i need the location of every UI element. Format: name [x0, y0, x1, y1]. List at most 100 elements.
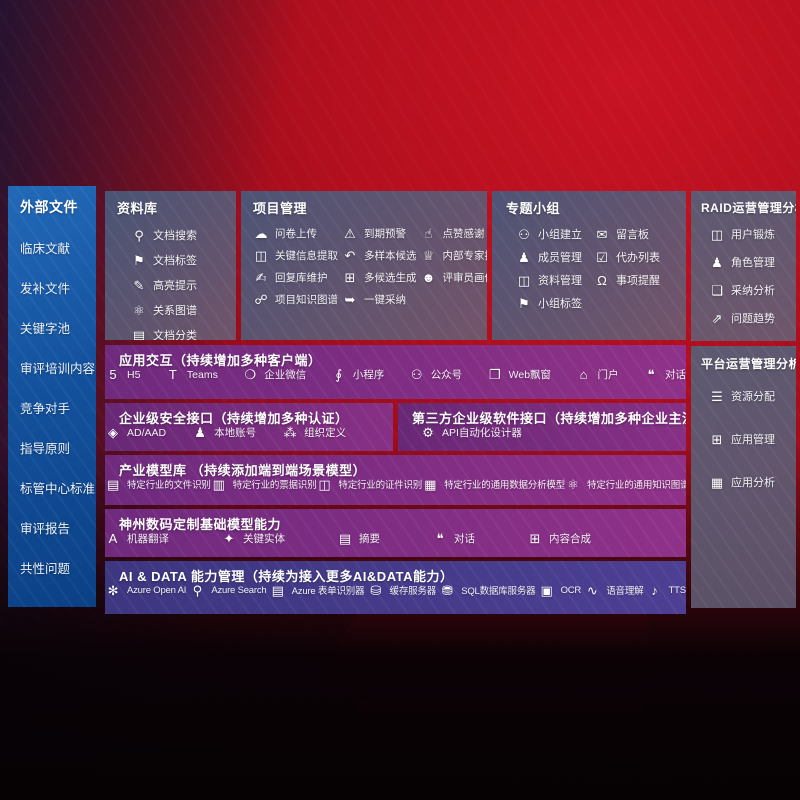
industry-model-library-row: 产业模型库 （持续添加端到端场景模型） ▤ 特定行业的文件识别 ▥ 特定行业的票…: [105, 455, 686, 505]
item-ocr: ▣ OCR: [539, 584, 582, 597]
content-synthesis-label: 内容合成: [549, 533, 591, 545]
project-management-list: ☁ 问卷上传 ◫ 关键信息提取 ✍ 回复库维护 ☍ 项目知识图谱 ⚠ 到期预警 …: [253, 226, 487, 307]
group-tag-icon: ⚑: [518, 295, 530, 311]
group-creation-icon: ⚇: [518, 226, 530, 242]
industry-receipt-recognition-icon: ▥: [212, 476, 225, 492]
key-entity-icon: ✦: [223, 531, 235, 546]
industry-model-library-list: ▤ 特定行业的文件识别 ▥ 特定行业的票据识别 ◫ 特定行业的证件识别 ▦ 特定…: [105, 476, 686, 492]
azure-openai-label: Azure Open AI: [127, 584, 187, 596]
content-synthesis-icon: ⊞: [529, 531, 541, 546]
item-reminder-label: 事项提醒: [616, 275, 660, 287]
external-file: 标管中心标准: [20, 482, 96, 496]
member-management-label: 成员管理: [538, 252, 582, 264]
security-interface-list: ◈ AD/AAD ♟ 本地账号 ⁂ 组织定义: [105, 425, 393, 440]
security-interface-title: 企业级安全接口（持续增加多种认证）: [119, 411, 349, 426]
item-resource-allocation: ☰ 资源分配: [709, 388, 786, 404]
item-material-management: ◫ 资料管理: [516, 272, 594, 288]
item-doc-tag: ⚑ 文档标签: [131, 252, 224, 268]
item-azure-openai: ✻ Azure Open AI: [105, 584, 187, 597]
app-analysis-label: 应用分析: [731, 477, 775, 489]
app-management-label: 应用管理: [731, 434, 775, 446]
item-group-tag: ⚑ 小组标签: [516, 295, 594, 311]
doc-search-icon: ⚲: [134, 227, 144, 243]
member-management-icon: ♟: [518, 249, 530, 265]
sql-database-server-label: SQL数据库服务器: [461, 586, 536, 597]
cache-server-label: 缓存服务器: [389, 586, 437, 597]
multi-candidate-generation-label: 多候选生成: [364, 272, 417, 284]
reviewer-portrait-icon: ☻: [421, 270, 436, 285]
sql-database-server-icon: ⛃: [441, 582, 453, 598]
item-portal: ⌂ 门户: [576, 367, 619, 382]
external-files-panel: 外部文件 临床文献 发补文件 关键字池 审评培训内容 竞争对手 指导原则 标管中…: [8, 186, 96, 607]
summary-label: 摘要: [359, 533, 380, 545]
item-questionnaire-upload: ☁ 问卷上传: [253, 226, 338, 241]
repository-panel: 资料库 ⚲ 文档搜索 ⚑ 文档标签 ✎ 高亮提示 ⚛ 关系图谱 ▤ 文档分类: [105, 191, 236, 340]
third-party-interface-row: 第三方企业级软件接口（持续增加多种企业主流软件接口） ⚙ API自动化设计器: [398, 403, 686, 451]
resource-allocation-icon: ☰: [711, 388, 723, 404]
org-definition-icon: ⁂: [283, 425, 297, 440]
item-expiry-warning: ⚠ 到期预警: [342, 226, 417, 241]
item-api-auto-designer: ⚙ API自动化设计器: [420, 425, 522, 440]
like-thanks-label: 点赞感谢: [442, 228, 485, 240]
dialogue-label: 对话: [454, 533, 475, 545]
item-wecom: ❍ 企业微信: [242, 367, 306, 382]
external-file: 关键字池: [20, 322, 71, 336]
ocr-icon: ▣: [540, 582, 553, 598]
item-web-popup: ❐ Web飘窗: [487, 367, 551, 382]
item-member-management: ♟ 成员管理: [516, 249, 594, 265]
official-account-label: 公众号: [430, 369, 463, 381]
industry-file-recognition-label: 特定行业的文件识别: [127, 480, 211, 491]
third-party-interface-title: 第三方企业级软件接口（持续增加多种企业主流软件接口）: [412, 411, 686, 426]
item-sql-database-server: ⛃ SQL数据库服务器: [439, 582, 536, 598]
multi-sample-candidate-icon: ↶: [344, 248, 356, 263]
portal-icon: ⌂: [579, 367, 588, 382]
item-dialog: ❝ 对话: [643, 367, 686, 382]
item-speech-understanding: ∿ 语音理解: [584, 583, 644, 598]
ai-data-management-list: ✻ Azure Open AI ⚲ Azure Search ▤ Azure 表…: [105, 582, 686, 598]
speech-understanding-label: 语音理解: [606, 586, 644, 597]
industry-model-library-title: 产业模型库 （持续添加端到端场景模型）: [119, 463, 367, 478]
ad-aad-icon: ◈: [108, 425, 118, 440]
item-like-thanks: ☝ 点赞感谢: [421, 226, 488, 241]
multi-candidate-generation-icon: ⊞: [344, 270, 356, 285]
api-auto-designer-icon: ⚙: [422, 425, 434, 440]
expiry-warning-icon: ⚠: [344, 226, 356, 241]
message-board-label: 留言板: [616, 229, 649, 241]
platform-operations-title: 平台运营管理分析: [701, 357, 796, 371]
teams-label: Teams: [186, 368, 218, 381]
item-one-click-adoption: ➥ 一键采纳: [342, 292, 417, 307]
summary-icon: ▤: [338, 531, 352, 546]
raid-operations-title: RAID运营管理分析: [701, 201, 796, 215]
reviewer-portrait-label: 评审员画像: [442, 272, 488, 284]
item-role-management: ♟ 角色管理: [709, 254, 786, 270]
one-click-adoption-icon: ➥: [344, 292, 356, 307]
project-management-panel: 项目管理 ☁ 问卷上传 ◫ 关键信息提取 ✍ 回复库维护 ☍ 项目知识图谱 ⚠ …: [241, 191, 487, 340]
highlight-tip-label: 高亮提示: [153, 280, 197, 292]
h5-icon: 5: [109, 367, 117, 382]
todo-list-icon: ☑: [596, 249, 608, 265]
adoption-analysis-icon: ❏: [711, 282, 723, 298]
industry-knowledge-graph-model-icon: ⚛: [567, 476, 579, 492]
key-entity-label: 关键实体: [243, 533, 285, 545]
h5-label: H5: [127, 368, 141, 381]
ai-data-management-row: AI & DATA 能力管理（持续为接入更多AI&DATA能力） ✻ Azure…: [105, 561, 686, 614]
one-click-adoption-label: 一键采纳: [364, 294, 406, 306]
relation-graph-icon: ⚛: [133, 302, 145, 318]
azure-form-recognizer-icon: ▤: [271, 582, 284, 598]
item-industry-receipt-recognition: ▥ 特定行业的票据识别: [211, 476, 317, 492]
role-management-label: 角色管理: [731, 257, 775, 269]
external-file: 临床文献: [20, 242, 71, 256]
external-file: 审评报告: [20, 522, 71, 536]
resource-allocation-label: 资源分配: [731, 391, 775, 403]
item-app-analysis: ▦ 应用分析: [709, 474, 786, 490]
wecom-icon: ❍: [244, 367, 257, 382]
api-auto-designer-label: API自动化设计器: [442, 427, 522, 439]
item-highlight-tip: ✎ 高亮提示: [131, 277, 224, 293]
teams-icon: T: [168, 367, 177, 382]
industry-receipt-recognition-label: 特定行业的票据识别: [232, 480, 317, 491]
base-model-capabilities-list: A 机器翻译 ✦ 关键实体 ▤ 摘要 ❝ 对话 ⊞ 内容合成: [105, 531, 686, 546]
doc-classify-label: 文档分类: [153, 330, 197, 340]
item-tts: ♪ TTS: [647, 584, 686, 597]
doc-tag-icon: ⚑: [133, 252, 145, 268]
project-knowledge-graph-label: 项目知识图谱: [275, 294, 338, 306]
